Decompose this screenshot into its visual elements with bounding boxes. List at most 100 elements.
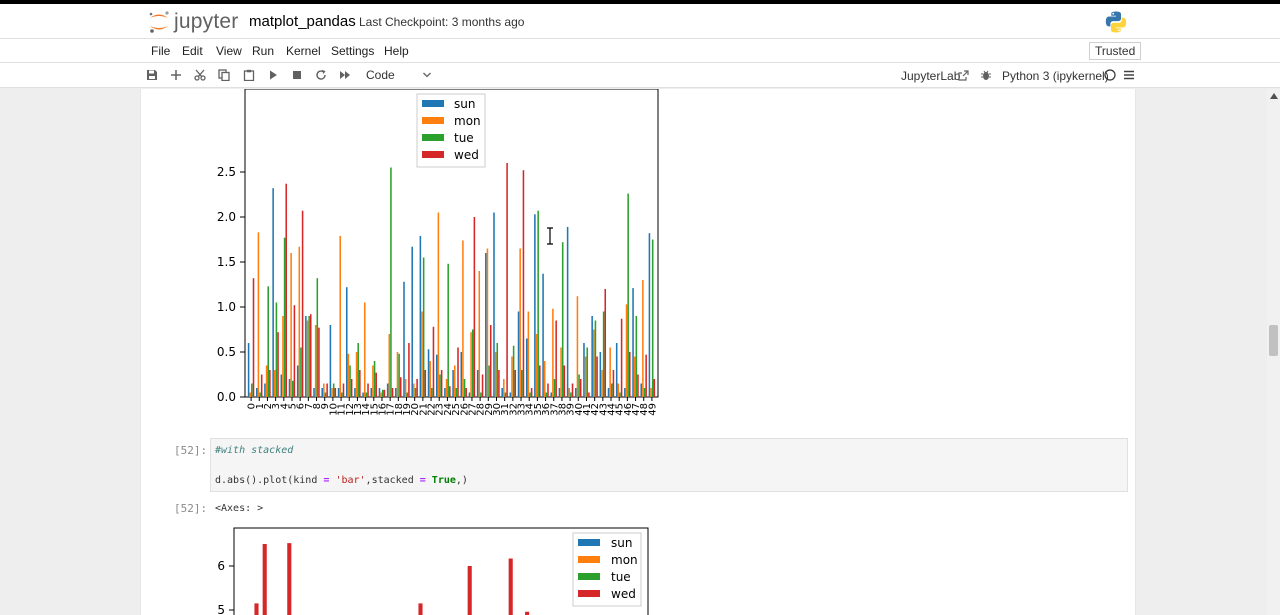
stacked-bar-3 xyxy=(262,544,267,615)
menu-kernel[interactable]: Kernel xyxy=(286,44,321,58)
code-cell-editor[interactable]: #with stacked d.abs().plot(kind = 'bar',… xyxy=(210,438,1128,492)
copy-icon[interactable] xyxy=(217,68,231,82)
chart1-ytick-label: 0.5 xyxy=(217,345,236,359)
bar-sun-8 xyxy=(313,388,315,397)
bar-wed-14 xyxy=(367,383,369,397)
bar-tue-40 xyxy=(578,374,580,397)
bar-mon-28 xyxy=(478,271,481,397)
bar-sun-26 xyxy=(460,352,463,397)
bar-tue-22 xyxy=(431,388,433,397)
kernel-status-icon xyxy=(1103,68,1117,82)
chart1-xtick-label: 42 xyxy=(590,403,601,416)
save-icon[interactable] xyxy=(145,68,159,82)
bar-wed-23 xyxy=(440,370,443,397)
jupyter-logo[interactable]: jupyter xyxy=(148,10,238,34)
cell-type-value: Code xyxy=(366,68,395,82)
bar-wed-41 xyxy=(588,392,590,397)
bar-tue-17 xyxy=(390,167,392,397)
menu-bar: File Edit View Run Kernel Settings Help … xyxy=(0,38,1280,63)
menu-help[interactable]: Help xyxy=(384,44,409,58)
chart1-xtick-label: 31 xyxy=(500,403,511,416)
add-cell-icon[interactable] xyxy=(169,68,183,82)
bar-tue-34 xyxy=(529,392,531,397)
bar-wed-33 xyxy=(522,170,525,397)
interrupt-icon[interactable] xyxy=(290,68,304,82)
notebook-toolbar: Code JupyterLab Python 3 (ipykernel) xyxy=(0,63,1280,88)
bar-sun-49 xyxy=(648,233,651,397)
jupyterlab-link[interactable]: JupyterLab xyxy=(901,69,961,83)
chart1-xtick-label: 20 xyxy=(410,403,421,416)
chart1-xtick-label: 46 xyxy=(623,403,634,416)
output-prompt: [52]: xyxy=(174,502,208,515)
bar-tue-20 xyxy=(414,388,417,397)
vertical-scrollbar[interactable] xyxy=(1267,89,1280,615)
kernel-name[interactable]: Python 3 (ipykernel) xyxy=(1002,69,1109,83)
bar-tue-49 xyxy=(651,239,654,397)
bar-sun-37 xyxy=(550,392,553,397)
cell-type-select[interactable]: Code xyxy=(366,68,432,83)
bar-mon-49 xyxy=(650,388,652,397)
cut-icon[interactable] xyxy=(193,68,207,82)
bar-tue-18 xyxy=(398,353,400,397)
legend2-label-sun: sun xyxy=(611,536,632,550)
bar-tue-35 xyxy=(537,210,539,397)
chart1-xtick-label: 22 xyxy=(427,403,438,416)
scrollbar-thumb[interactable] xyxy=(1269,325,1278,356)
trusted-indicator[interactable]: Trusted xyxy=(1089,42,1142,60)
stacked-bar-22 xyxy=(418,603,423,615)
bar-wed-30 xyxy=(498,370,500,397)
bar-tue-23 xyxy=(439,374,441,397)
bar-sun-36 xyxy=(542,273,544,397)
scroll-up-icon[interactable] xyxy=(1270,93,1278,99)
bar-sun-1 xyxy=(256,388,258,397)
bar-tue-26 xyxy=(463,379,466,397)
bar-wed-6 xyxy=(301,210,304,397)
bar-tue-27 xyxy=(471,329,474,397)
bar-wed-5 xyxy=(293,305,296,397)
paste-icon[interactable] xyxy=(242,68,256,82)
external-link-icon[interactable] xyxy=(956,68,970,82)
chart1-xtick-label: 18 xyxy=(394,403,405,416)
bar-sun-21 xyxy=(419,235,422,397)
run-icon[interactable] xyxy=(266,68,280,82)
restart-icon[interactable] xyxy=(314,68,328,82)
legend2-label-mon: mon xyxy=(611,553,638,567)
bar-wed-40 xyxy=(579,379,582,397)
bar-tue-32 xyxy=(512,345,515,397)
bar-mon-48 xyxy=(642,280,644,397)
chart1-xtick-label: 21 xyxy=(418,403,429,416)
bar-wed-19 xyxy=(408,343,410,397)
stacked-bar-33 xyxy=(508,558,513,615)
bar-mon-45 xyxy=(617,383,620,397)
run-all-icon[interactable] xyxy=(338,68,352,82)
bar-tue-19 xyxy=(406,392,409,397)
menu-settings[interactable]: Settings xyxy=(331,44,375,58)
code-statement-line: d.abs().plot(kind = 'bar',stacked = True… xyxy=(215,475,468,486)
bar-mon-8 xyxy=(314,325,317,397)
stacked-bar-2 xyxy=(254,603,259,615)
code-operator: = xyxy=(419,475,426,486)
chart1-xtick-label: 5 xyxy=(287,403,298,409)
code-keyword: True xyxy=(431,475,456,486)
chart1-bars xyxy=(247,163,656,397)
bar-sun-12 xyxy=(345,287,348,397)
bar-sun-0 xyxy=(247,343,250,397)
chart1-xtick-label: 16 xyxy=(377,403,388,416)
debugger-icon[interactable] xyxy=(979,68,993,82)
menu-icon[interactable] xyxy=(1122,68,1136,82)
chart1-xtick-label: 15 xyxy=(369,403,380,416)
menu-view[interactable]: View xyxy=(216,44,242,58)
menu-edit[interactable]: Edit xyxy=(182,44,203,58)
bar-wed-15 xyxy=(375,372,377,397)
text-cursor-icon xyxy=(547,227,553,245)
legend-label-tue: tue xyxy=(454,131,474,145)
bar-mon-30 xyxy=(494,352,497,397)
bar-sun-11 xyxy=(337,388,340,397)
bar-tue-38 xyxy=(561,242,564,397)
menu-file[interactable]: File xyxy=(151,44,171,58)
chevron-down-icon xyxy=(423,72,431,78)
bar-sun-2 xyxy=(264,383,266,397)
notebook-title[interactable]: matplot_pandas xyxy=(249,13,356,30)
menu-run[interactable]: Run xyxy=(252,44,275,58)
bar-sun-3 xyxy=(272,188,274,397)
